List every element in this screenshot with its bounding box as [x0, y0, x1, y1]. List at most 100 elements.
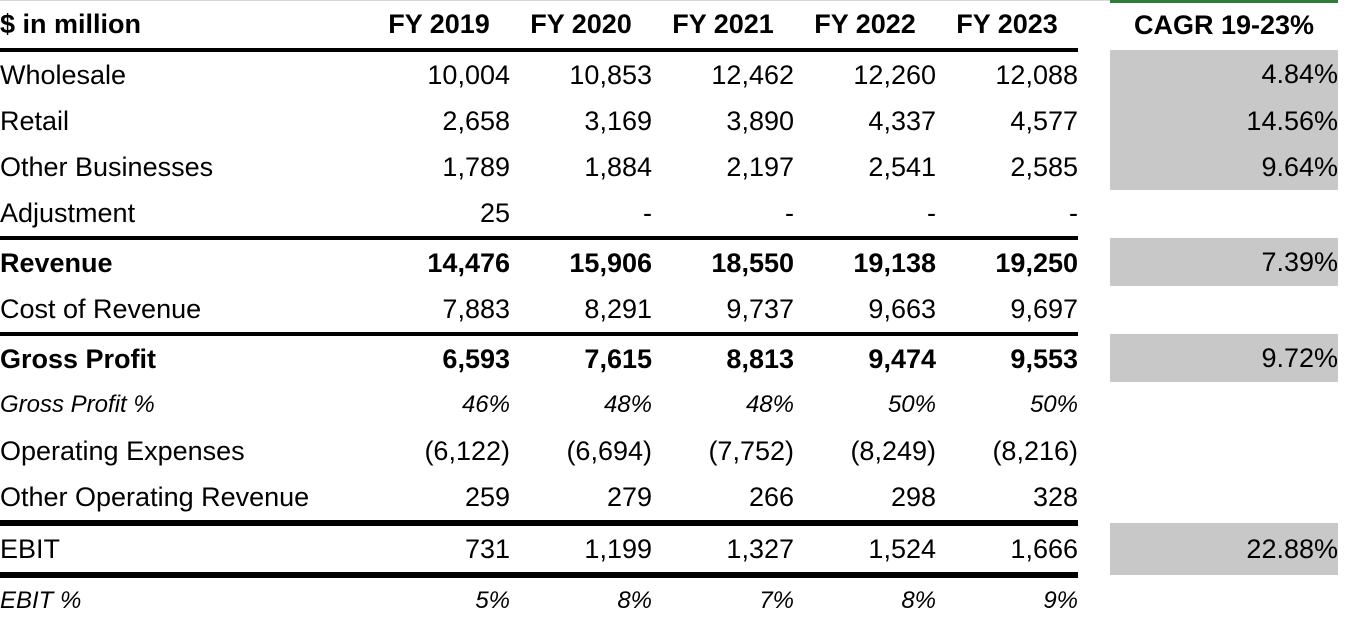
cagr-header[interactable]: CAGR 19-23%	[1133, 9, 1315, 40]
value-cell[interactable]: 4,337	[868, 105, 936, 136]
year-header[interactable]: FY 2022	[794, 0, 936, 52]
value-cell[interactable]: 8,291	[584, 293, 652, 324]
row-label[interactable]: Other Businesses	[0, 151, 214, 182]
cagr-cell[interactable]: 22.88%	[1110, 523, 1338, 575]
value-cell[interactable]: 2,541	[868, 151, 936, 182]
value-cell[interactable]: 12,462	[711, 59, 794, 90]
value-cell[interactable]: 1,884	[584, 151, 652, 182]
row-label[interactable]: Retail	[0, 105, 70, 136]
value-cell[interactable]: 7,615	[510, 332, 652, 382]
value-cell[interactable]: 12,088	[995, 59, 1078, 90]
row-label[interactable]: Revenue	[0, 236, 368, 286]
cagr-cell[interactable]	[1110, 575, 1338, 624]
row-label[interactable]: Gross Profit %	[0, 391, 155, 418]
value-cell[interactable]: 18,550	[652, 236, 794, 286]
value-cell[interactable]: 9,697	[1010, 293, 1078, 324]
value-cell[interactable]: 50%	[1029, 391, 1078, 418]
value-cell[interactable]: 12,260	[853, 59, 936, 90]
value-cell[interactable]: 5%	[475, 587, 510, 614]
value-cell[interactable]: 19,138	[794, 236, 936, 286]
value-cell[interactable]: (8,216)	[992, 435, 1078, 466]
cagr-cell[interactable]	[1110, 286, 1338, 334]
value-cell[interactable]: -	[927, 197, 936, 228]
row-label[interactable]: Wholesale	[0, 59, 127, 90]
value-cell[interactable]: 2,585	[1010, 151, 1078, 182]
year-header[interactable]: FY 2019	[368, 0, 510, 52]
gap-cell[interactable]	[1078, 523, 1110, 575]
cagr-cell[interactable]: 7.39%	[1110, 238, 1338, 286]
gap-cell[interactable]	[1078, 144, 1110, 190]
value-cell[interactable]: 328	[936, 474, 1078, 526]
value-cell[interactable]: 1,199	[510, 523, 652, 578]
value-cell[interactable]: 9%	[1043, 587, 1078, 614]
value-cell[interactable]: 48%	[745, 391, 794, 418]
row-label[interactable]: Gross Profit	[0, 332, 368, 382]
value-cell[interactable]: (6,122)	[424, 435, 510, 466]
row-label[interactable]: Other Operating Revenue	[0, 474, 368, 526]
row-label[interactable]: Operating Expenses	[0, 435, 245, 466]
gap-cell[interactable]	[1078, 238, 1110, 286]
value-cell[interactable]: 50%	[887, 391, 936, 418]
year-header[interactable]: FY 2021	[652, 0, 794, 52]
year-header[interactable]: FY 2020	[510, 0, 652, 52]
value-cell[interactable]: 14,476	[368, 236, 510, 286]
cagr-cell[interactable]	[1110, 190, 1338, 238]
value-cell[interactable]: 9,663	[868, 293, 936, 324]
value-cell[interactable]: (8,249)	[850, 435, 936, 466]
value-cell[interactable]: 6,593	[368, 332, 510, 382]
cagr-cell[interactable]: 14.56%	[1110, 98, 1338, 144]
value-cell[interactable]: -	[643, 197, 652, 228]
value-cell[interactable]: 8%	[617, 587, 652, 614]
value-cell[interactable]: 4,577	[1010, 105, 1078, 136]
value-cell[interactable]: 7,883	[442, 293, 510, 324]
gap-cell[interactable]	[1078, 0, 1110, 50]
value-cell[interactable]: 731	[368, 523, 510, 578]
row-label[interactable]: Cost of Revenue	[0, 293, 202, 324]
gap-cell[interactable]	[1078, 334, 1110, 382]
gap-cell[interactable]	[1078, 98, 1110, 144]
value-cell[interactable]: 8,813	[652, 332, 794, 382]
year-header[interactable]: FY 2023	[936, 0, 1078, 52]
value-cell[interactable]: 46%	[461, 391, 510, 418]
value-cell[interactable]: -	[785, 197, 794, 228]
row-label[interactable]: Adjustment	[0, 197, 136, 228]
value-cell[interactable]: 8%	[901, 587, 936, 614]
cagr-cell[interactable]	[1110, 474, 1338, 523]
value-cell[interactable]: 1,666	[936, 523, 1078, 578]
value-cell[interactable]: 279	[510, 474, 652, 526]
cagr-cell[interactable]: 9.64%	[1110, 144, 1338, 190]
value-cell[interactable]: 7%	[759, 587, 794, 614]
value-cell[interactable]: 19,250	[936, 236, 1078, 286]
cagr-cell[interactable]	[1110, 382, 1338, 428]
gap-cell[interactable]	[1078, 50, 1110, 98]
value-cell[interactable]: 10,853	[569, 59, 652, 90]
value-cell[interactable]: 25	[479, 197, 510, 228]
value-cell[interactable]: 298	[794, 474, 936, 526]
value-cell[interactable]: 9,474	[794, 332, 936, 382]
row-label[interactable]: EBIT %	[0, 587, 82, 614]
row-label[interactable]: EBIT	[0, 523, 368, 578]
value-cell[interactable]: 1,327	[652, 523, 794, 578]
value-cell[interactable]: -	[1069, 197, 1078, 228]
value-cell[interactable]: 1,524	[794, 523, 936, 578]
value-cell[interactable]: 2,197	[726, 151, 794, 182]
corner-label[interactable]: $ in million	[0, 0, 368, 52]
value-cell[interactable]: 2,658	[442, 105, 510, 136]
value-cell[interactable]: 1,789	[442, 151, 510, 182]
value-cell[interactable]: 3,169	[584, 105, 652, 136]
value-cell[interactable]: 9,553	[936, 332, 1078, 382]
cagr-cell[interactable]	[1110, 428, 1338, 474]
gap-cell[interactable]	[1078, 190, 1110, 238]
value-cell[interactable]: (7,752)	[708, 435, 794, 466]
gap-cell[interactable]	[1078, 286, 1110, 334]
cagr-cell[interactable]: 4.84%	[1110, 50, 1338, 98]
gap-cell[interactable]	[1078, 428, 1110, 474]
value-cell[interactable]: 9,737	[726, 293, 794, 324]
value-cell[interactable]: (6,694)	[566, 435, 652, 466]
value-cell[interactable]: 259	[368, 474, 510, 526]
cagr-cell[interactable]: 9.72%	[1110, 334, 1338, 382]
gap-cell[interactable]	[1078, 575, 1110, 624]
gap-cell[interactable]	[1078, 474, 1110, 523]
value-cell[interactable]: 15,906	[510, 236, 652, 286]
value-cell[interactable]: 10,004	[427, 59, 510, 90]
